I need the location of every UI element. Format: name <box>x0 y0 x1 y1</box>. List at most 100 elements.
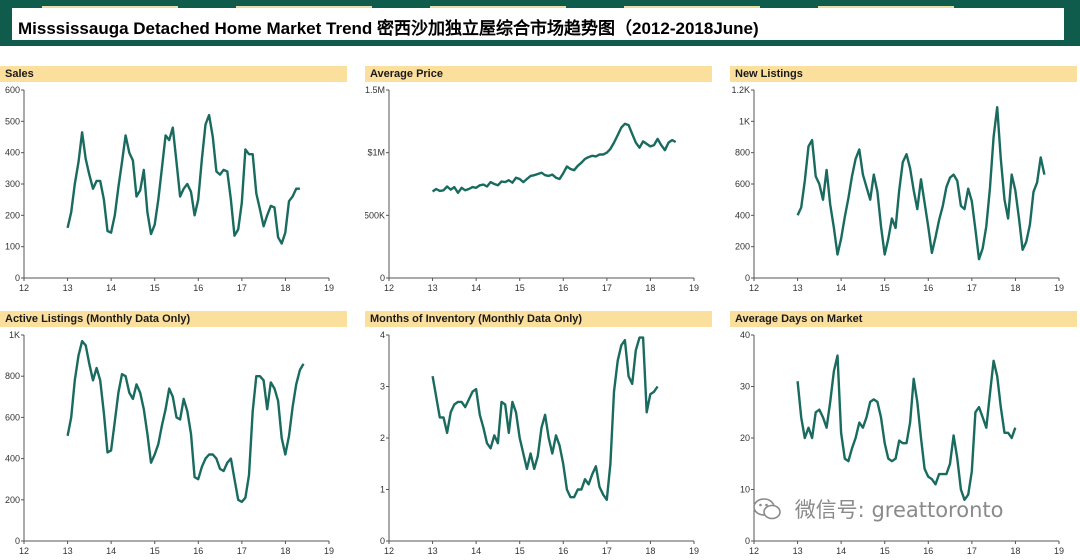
x-tick-label: 16 <box>193 546 203 556</box>
series-line <box>66 339 305 504</box>
x-tick-label: 15 <box>150 546 160 556</box>
panel-title: Sales <box>0 66 347 82</box>
y-tick-label: 20 <box>740 433 750 443</box>
y-tick-label: 600 <box>735 179 750 189</box>
y-tick-label: 40 <box>740 330 750 340</box>
avg-price-chart: 0 $500K $1M $1.5M 12 13 14 15 16 17 18 19 <box>365 85 699 293</box>
series-line <box>796 354 1017 502</box>
x-tick-label: 17 <box>237 546 247 556</box>
x-tick-label: 13 <box>63 546 73 556</box>
panel-title: Active Listings (Monthly Data Only) <box>0 311 347 327</box>
x-tick-label: 15 <box>515 546 525 556</box>
y-tick-label: $1.5M <box>365 85 385 95</box>
y-tick-label: 0 <box>15 536 20 546</box>
x-tick-label: 14 <box>471 283 481 293</box>
y-tick-label: $1M <box>367 148 385 158</box>
y-tick-label: 1 <box>380 485 385 495</box>
x-tick-label: 14 <box>836 283 846 293</box>
y-tick-label: 0 <box>745 273 750 283</box>
y-tick-label: $500K <box>365 210 385 220</box>
x-tick-label: 19 <box>1054 546 1064 556</box>
y-tick-label: 10 <box>740 485 750 495</box>
x-tick-label: 17 <box>602 283 612 293</box>
new-listings-chart: 0 200 400 600 800 1K 1.2K 12 13 14 15 16 17 18 19 <box>731 85 1064 293</box>
x-tick-label: 12 <box>384 283 394 293</box>
panel-title: Months of Inventory (Monthly Data Only) <box>365 311 712 327</box>
x-tick-label: 19 <box>324 283 334 293</box>
avg-days-panel: Average Days on Market 0 10 20 30 40 12 13 14 15… <box>730 311 1077 556</box>
x-tick-label: 13 <box>63 283 73 293</box>
x-tick-label: 19 <box>689 546 699 556</box>
sales-chart: 0 100 200 300 400 500 600 12 13 14 15 16 17 18 19 <box>5 85 334 293</box>
y-tick-label: 30 <box>740 382 750 392</box>
y-tick-label: 2 <box>380 433 385 443</box>
x-tick-label: 12 <box>384 546 394 556</box>
x-tick-label: 12 <box>749 283 759 293</box>
series-line <box>431 122 677 195</box>
x-tick-label: 15 <box>880 283 890 293</box>
x-tick-label: 14 <box>106 546 116 556</box>
avg-days-chart: 0 10 20 30 40 12 13 14 15 16 17 18 19 <box>740 330 1064 556</box>
x-tick-label: 18 <box>645 546 655 556</box>
header-band: Misssissauga Detached Home Market Trend … <box>0 0 1080 46</box>
y-tick-label: 500 <box>5 116 20 126</box>
title-box: Misssissauga Detached Home Market Trend … <box>12 8 1064 40</box>
avg-price-panel: Average Price 0 $500K $1M $1.5M 12 13 14 15 16 17… <box>365 66 712 296</box>
y-tick-label: 1.2K <box>731 85 750 95</box>
y-tick-label: 300 <box>5 179 20 189</box>
x-tick-label: 13 <box>428 546 438 556</box>
x-tick-label: 18 <box>280 283 290 293</box>
panel-title: Average Price <box>365 66 712 82</box>
x-tick-label: 15 <box>150 283 160 293</box>
x-tick-label: 14 <box>836 546 846 556</box>
active-listings-chart: 0 200 400 600 800 1K 12 13 14 15 16 17 18 19 <box>5 330 334 556</box>
x-tick-label: 13 <box>793 283 803 293</box>
x-tick-label: 19 <box>1054 283 1064 293</box>
y-tick-label: 0 <box>745 536 750 546</box>
x-tick-label: 18 <box>645 283 655 293</box>
y-tick-label: 200 <box>5 210 20 220</box>
x-tick-label: 17 <box>967 283 977 293</box>
months-inventory-panel: Months of Inventory (Monthly Data Only) … <box>365 311 712 556</box>
y-tick-label: 0 <box>380 536 385 546</box>
y-tick-label: 800 <box>735 148 750 158</box>
y-tick-label: 3 <box>380 382 385 392</box>
x-tick-label: 13 <box>793 546 803 556</box>
y-tick-label: 0 <box>15 273 20 283</box>
wechat-watermark: 微信号: greattoronto <box>752 494 1003 526</box>
y-tick-label: 400 <box>5 454 20 464</box>
x-tick-label: 12 <box>749 546 759 556</box>
y-tick-label: 400 <box>735 210 750 220</box>
x-tick-label: 16 <box>558 546 568 556</box>
series-line <box>431 336 659 502</box>
x-tick-label: 16 <box>923 283 933 293</box>
panel-title: Average Days on Market <box>730 311 1077 327</box>
y-tick-label: 1K <box>9 330 20 340</box>
y-tick-label: 400 <box>5 148 20 158</box>
x-tick-label: 16 <box>923 546 933 556</box>
x-tick-label: 17 <box>237 283 247 293</box>
wechat-icon <box>753 498 781 520</box>
x-tick-label: 12 <box>19 546 29 556</box>
x-tick-label: 14 <box>471 546 481 556</box>
y-tick-label: 200 <box>5 495 20 505</box>
panel-title: New Listings <box>730 66 1077 82</box>
y-tick-label: 0 <box>380 273 385 283</box>
series-line <box>796 106 1046 261</box>
x-tick-label: 15 <box>515 283 525 293</box>
x-tick-label: 19 <box>324 546 334 556</box>
x-tick-label: 16 <box>558 283 568 293</box>
x-tick-label: 19 <box>689 283 699 293</box>
x-tick-label: 13 <box>428 283 438 293</box>
x-tick-label: 18 <box>1010 283 1020 293</box>
watermark-text: 微信号: greattoronto <box>794 498 1004 522</box>
y-tick-label: 200 <box>735 242 750 252</box>
x-tick-label: 18 <box>1010 546 1020 556</box>
active-listings-panel: Active Listings (Monthly Data Only) 0 200… <box>0 311 347 556</box>
x-tick-label: 15 <box>880 546 890 556</box>
new-listings-panel: New Listings 0 200 400 600 800 1K 1.2K 12 13 14 15… <box>730 66 1077 296</box>
x-tick-label: 16 <box>193 283 203 293</box>
y-tick-label: 4 <box>380 330 385 340</box>
series-line <box>66 113 300 245</box>
x-tick-label: 18 <box>280 546 290 556</box>
